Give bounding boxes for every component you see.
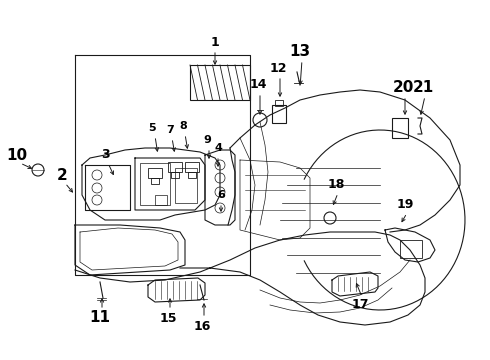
Text: 21: 21 xyxy=(413,81,434,95)
Text: 9: 9 xyxy=(203,135,211,145)
Text: 3: 3 xyxy=(100,148,109,162)
Bar xyxy=(151,178,159,184)
Text: 19: 19 xyxy=(396,198,414,211)
Text: 6: 6 xyxy=(217,190,225,200)
Bar xyxy=(400,240,422,258)
Text: 18: 18 xyxy=(327,179,344,192)
Text: 15: 15 xyxy=(159,311,177,324)
Bar xyxy=(155,195,167,205)
Bar xyxy=(140,163,170,205)
Bar xyxy=(185,162,199,172)
Bar xyxy=(168,162,182,172)
Text: 2: 2 xyxy=(57,167,68,183)
Text: 5: 5 xyxy=(148,123,156,133)
Text: 8: 8 xyxy=(179,121,187,131)
Bar xyxy=(190,65,250,100)
Bar xyxy=(148,168,162,178)
Bar xyxy=(275,100,283,106)
Text: 17: 17 xyxy=(351,298,369,311)
Text: 7: 7 xyxy=(166,125,174,135)
Text: 10: 10 xyxy=(6,148,27,162)
Text: 13: 13 xyxy=(290,45,311,59)
Text: 12: 12 xyxy=(269,62,287,75)
Bar xyxy=(188,172,196,178)
Bar xyxy=(175,168,197,203)
Text: 4: 4 xyxy=(214,143,222,153)
Text: 14: 14 xyxy=(249,78,267,91)
Bar xyxy=(392,118,408,138)
Text: 20: 20 xyxy=(392,81,414,95)
Bar xyxy=(171,172,179,178)
Text: 16: 16 xyxy=(194,320,211,333)
Text: 11: 11 xyxy=(90,310,111,325)
Text: 1: 1 xyxy=(211,36,220,49)
Bar xyxy=(272,105,286,123)
